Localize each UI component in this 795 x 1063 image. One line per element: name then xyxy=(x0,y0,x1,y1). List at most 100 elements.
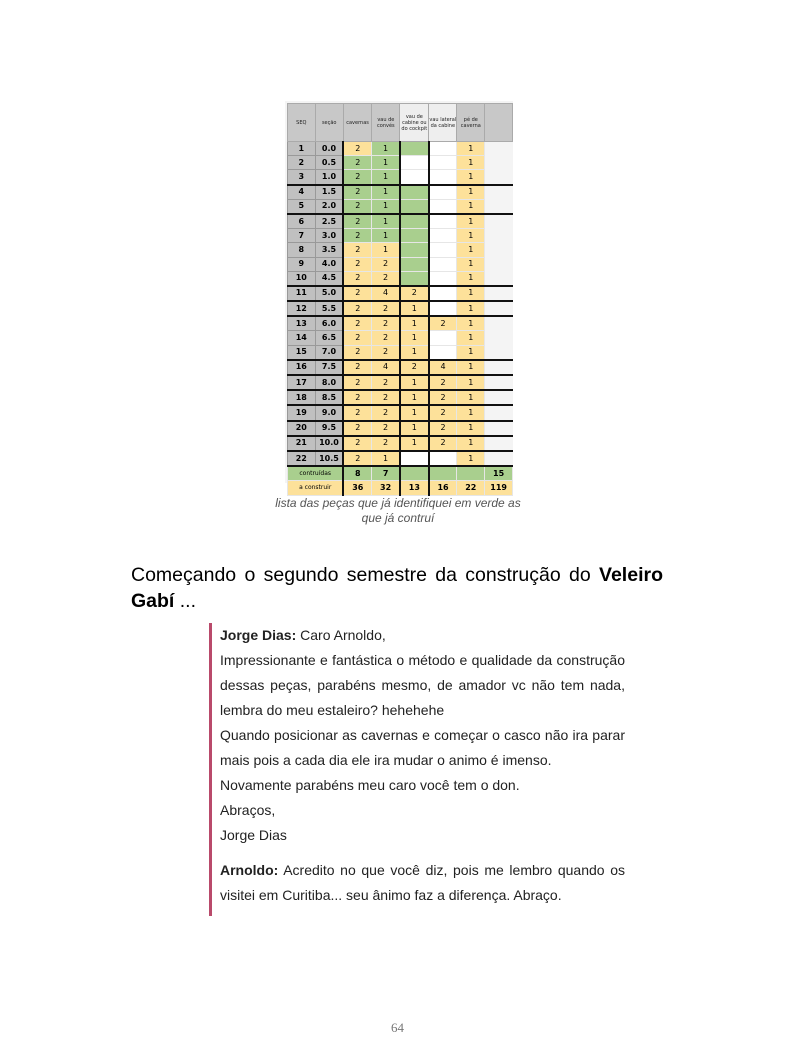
empty-cell xyxy=(484,256,513,272)
count-cell: 1 xyxy=(398,373,430,391)
built-total: 15 xyxy=(484,465,513,482)
seq-cell: 22 xyxy=(287,449,316,467)
count-cell xyxy=(398,449,430,467)
count-cell xyxy=(427,284,458,302)
table-row: 5 2.0 2 1 1 xyxy=(287,198,513,215)
built-total: 7 xyxy=(371,465,401,482)
section-cell: 9.5 xyxy=(314,419,344,437)
section-cell: 3.0 xyxy=(314,228,344,244)
empty-cell xyxy=(484,169,513,186)
table-row: 1 0.0 2 1 1 xyxy=(287,140,513,157)
section-cell: 8.0 xyxy=(314,373,344,391)
section-cell: 2.0 xyxy=(314,198,344,215)
table-header-row: SEQ seção cavernas vau de convés vau de cabi… xyxy=(287,103,513,142)
section-cell: 0.5 xyxy=(314,155,344,171)
count-cell: 2 xyxy=(342,315,373,332)
count-cell: 2 xyxy=(342,449,373,467)
count-cell: 2 xyxy=(427,434,458,452)
empty-cell xyxy=(484,270,513,287)
count-cell: 1 xyxy=(456,449,486,467)
count-cell: 1 xyxy=(398,389,430,406)
count-cell: 1 xyxy=(398,419,430,437)
section-cell: 3.5 xyxy=(314,242,344,258)
count-cell xyxy=(398,242,430,258)
table-row: 3 1.0 2 1 1 xyxy=(287,169,513,186)
section-cell: 4.0 xyxy=(314,256,344,272)
count-cell xyxy=(398,228,430,244)
count-cell xyxy=(427,155,458,171)
count-cell: 2 xyxy=(342,330,373,346)
count-cell: 1 xyxy=(371,212,401,230)
section-cell: 6.0 xyxy=(314,315,344,332)
count-cell xyxy=(427,228,458,244)
seq-cell: 14 xyxy=(287,330,316,346)
section-cell: 9.0 xyxy=(314,404,344,422)
seq-cell: 6 xyxy=(287,212,316,230)
count-cell xyxy=(427,344,458,361)
count-cell xyxy=(398,169,430,186)
seq-cell: 10 xyxy=(287,270,316,287)
count-cell xyxy=(427,330,458,346)
count-cell: 2 xyxy=(342,373,373,391)
built-row: contruídas 8 7 15 xyxy=(287,465,513,482)
comment-author: Jorge Dias: xyxy=(220,627,297,643)
count-cell: 2 xyxy=(342,358,373,376)
count-cell xyxy=(427,449,458,467)
count-cell xyxy=(398,198,430,215)
count-cell: 2 xyxy=(342,344,373,361)
column-header: vau de convés xyxy=(371,103,401,142)
count-cell: 2 xyxy=(342,389,373,406)
count-cell: 1 xyxy=(371,242,401,258)
seq-cell: 5 xyxy=(287,198,316,215)
seq-cell: 4 xyxy=(287,183,316,200)
column-header: seção xyxy=(314,103,344,142)
comment-line: Impressionante e fantástica o método e q… xyxy=(220,652,625,718)
empty-cell xyxy=(484,103,513,142)
table-row: 21 10.0 2 2 1 2 1 xyxy=(287,434,513,452)
seq-cell: 17 xyxy=(287,373,316,391)
count-cell: 2 xyxy=(371,404,401,422)
table-row: 7 3.0 2 1 1 xyxy=(287,228,513,244)
page-number: 64 xyxy=(391,1020,404,1035)
to_build-total: 119 xyxy=(484,480,513,496)
comment-reply: Acredito no que você diz, pois me lembro… xyxy=(220,862,625,903)
empty-cell xyxy=(484,344,513,361)
table-row: 20 9.5 2 2 1 2 1 xyxy=(287,419,513,437)
count-cell: 1 xyxy=(456,256,486,272)
empty-cell xyxy=(484,315,513,332)
seq-cell: 21 xyxy=(287,434,316,452)
table-row: 19 9.0 2 2 1 2 1 xyxy=(287,404,513,422)
count-cell: 1 xyxy=(456,373,486,391)
section-cell: 5.5 xyxy=(314,300,344,317)
count-cell: 4 xyxy=(371,284,401,302)
count-cell: 1 xyxy=(371,140,401,157)
count-cell: 2 xyxy=(342,242,373,258)
count-cell: 2 xyxy=(342,140,373,157)
count-cell xyxy=(427,242,458,258)
count-cell: 2 xyxy=(342,256,373,272)
comment-quote: Jorge Dias: Caro Arnoldo, Impressionante… xyxy=(209,623,625,916)
comment-1: Jorge Dias: Caro Arnoldo, xyxy=(220,623,625,648)
table-row: 9 4.0 2 2 1 xyxy=(287,256,513,272)
count-cell: 1 xyxy=(456,300,486,317)
count-cell: 1 xyxy=(398,344,430,361)
count-cell: 2 xyxy=(342,270,373,287)
table-row: 13 6.0 2 2 1 2 1 xyxy=(287,315,513,332)
count-cell xyxy=(427,300,458,317)
table-row: 12 5.5 2 2 1 1 xyxy=(287,300,513,317)
count-cell: 2 xyxy=(342,300,373,317)
count-cell: 1 xyxy=(371,155,401,171)
count-cell xyxy=(427,183,458,200)
section-cell: 0.0 xyxy=(314,140,344,157)
count-cell: 2 xyxy=(371,330,401,346)
comment-2: Arnoldo: Acredito no que você diz, pois … xyxy=(220,858,625,908)
count-cell: 2 xyxy=(398,284,430,302)
count-cell: 2 xyxy=(371,434,401,452)
table-row: 15 7.0 2 2 1 1 xyxy=(287,344,513,361)
to_build-total: 36 xyxy=(342,480,373,496)
count-cell: 1 xyxy=(456,155,486,171)
count-cell: 2 xyxy=(427,389,458,406)
count-cell: 1 xyxy=(456,434,486,452)
seq-cell: 15 xyxy=(287,344,316,361)
